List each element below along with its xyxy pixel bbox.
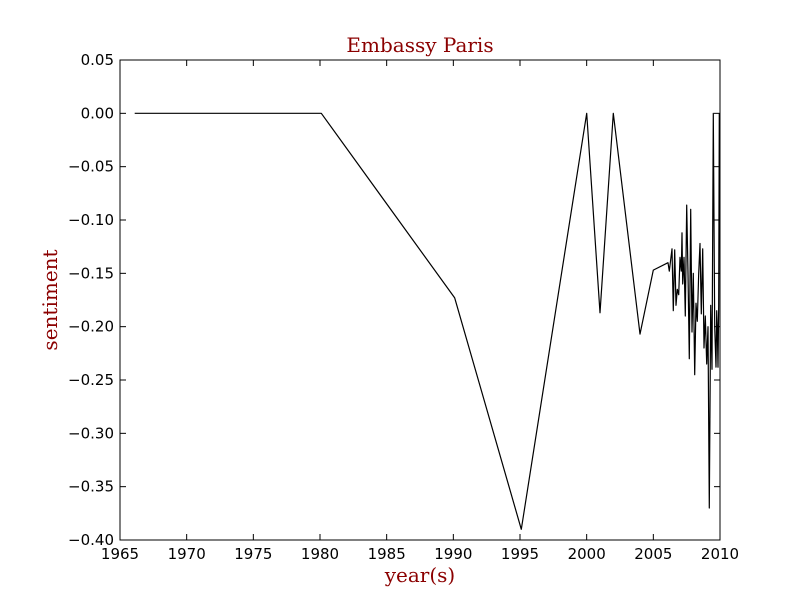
x-tick-label: 1980 [301,545,339,563]
y-tick-label: −0.30 [68,424,114,442]
y-tick-label: −0.10 [68,211,114,229]
y-tick-label: 0.00 [81,104,114,122]
plot-frame [119,59,721,541]
y-tick-label: −0.20 [68,318,114,336]
y-tick-label: −0.15 [68,264,114,282]
x-tick-label: 2000 [568,545,606,563]
x-tick-label: 1985 [368,545,406,563]
y-tick-label: 0.05 [81,51,114,69]
series-lines [134,112,720,530]
x-tick-label: 1965 [101,545,139,563]
y-tick-label: −0.40 [68,531,114,549]
x-tick-label: 2005 [634,545,672,563]
y-tick-label: −0.05 [68,158,114,176]
x-tick-label: 1990 [434,545,472,563]
x-tick-label: 1970 [168,545,206,563]
x-axis-label: year(s) [384,563,456,587]
y-tick-label: −0.25 [68,371,114,389]
chart-title: Embassy Paris [346,33,493,57]
x-tick-label: 1975 [234,545,272,563]
sentiment-series-line [134,112,720,530]
plot-area [120,60,720,540]
y-tick-label: −0.35 [68,478,114,496]
x-tick-label: 2010 [701,545,739,563]
y-axis-label: sentiment [38,249,62,350]
tick-labels: 1965 1970 1975 1980 1985 1990 1995 2000 2005 2010… [68,51,739,563]
x-tick-label: 1995 [501,545,539,563]
